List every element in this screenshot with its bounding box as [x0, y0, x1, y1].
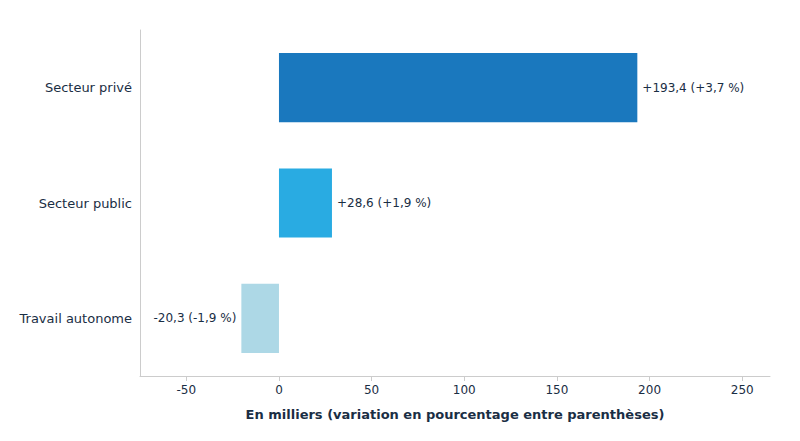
svg-text:Secteur public: Secteur public	[39, 196, 132, 211]
svg-text:50: 50	[364, 383, 379, 397]
svg-text:-50: -50	[177, 383, 197, 397]
svg-text:-20,3 (-1,9 %): -20,3 (-1,9 %)	[153, 311, 236, 325]
svg-text:+28,6 (+1,9 %): +28,6 (+1,9 %)	[337, 196, 431, 210]
svg-text:250: 250	[731, 383, 754, 397]
svg-text:0: 0	[275, 383, 283, 397]
svg-text:Secteur privé: Secteur privé	[45, 80, 132, 95]
svg-text:+193,4 (+3,7 %): +193,4 (+3,7 %)	[642, 81, 744, 95]
svg-text:200: 200	[638, 383, 661, 397]
svg-text:100: 100	[453, 383, 476, 397]
svg-text:En milliers (variation en pour: En milliers (variation en pourcentage en…	[246, 407, 665, 422]
svg-text:Travail autonome: Travail autonome	[19, 311, 132, 326]
svg-text:150: 150	[545, 383, 568, 397]
